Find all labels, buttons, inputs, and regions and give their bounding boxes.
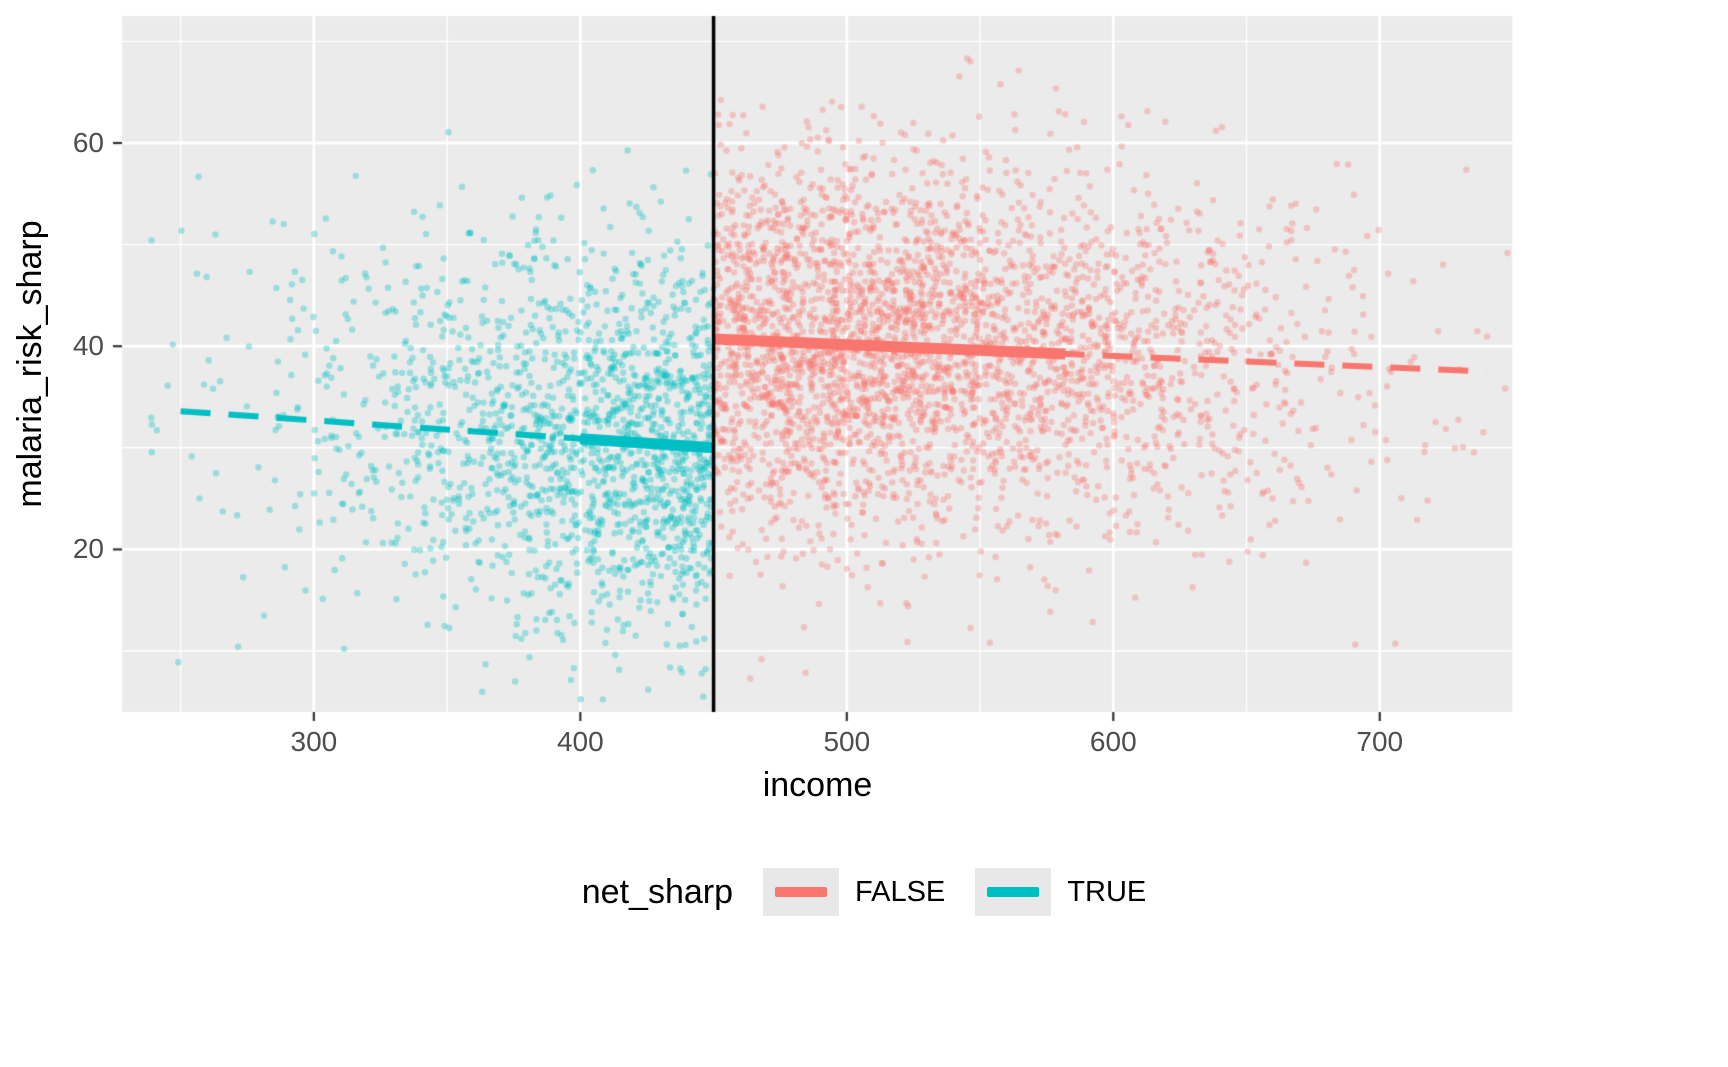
y-tick-label: 60: [72, 127, 104, 158]
x-tick-label: 500: [823, 726, 871, 757]
legend-label-false: FALSE: [855, 875, 946, 908]
x-tick-label: 600: [1089, 726, 1137, 757]
x-axis-title: income: [762, 766, 873, 804]
legend-title: net_sharp: [581, 872, 733, 911]
y-axis-title: malaria_risk_sharp: [11, 220, 49, 508]
legend-key-false: [763, 868, 839, 916]
x-tick-label: 700: [1356, 726, 1404, 757]
legend-key-true: [975, 868, 1052, 916]
legend-line-true-icon: [987, 887, 1040, 897]
y-tick-label: 20: [72, 533, 104, 565]
legend-entry-true: TRUE: [975, 868, 1146, 916]
legend-line-false-icon: [775, 887, 827, 897]
legend: net_sharp FALSE TRUE: [0, 868, 1728, 916]
x-tick-label: 400: [556, 726, 604, 757]
legend-entry-false: FALSE: [763, 868, 945, 916]
x-tick-label: 300: [290, 726, 338, 757]
y-tick-label: 40: [72, 330, 104, 362]
legend-label-true: TRUE: [1067, 875, 1147, 908]
